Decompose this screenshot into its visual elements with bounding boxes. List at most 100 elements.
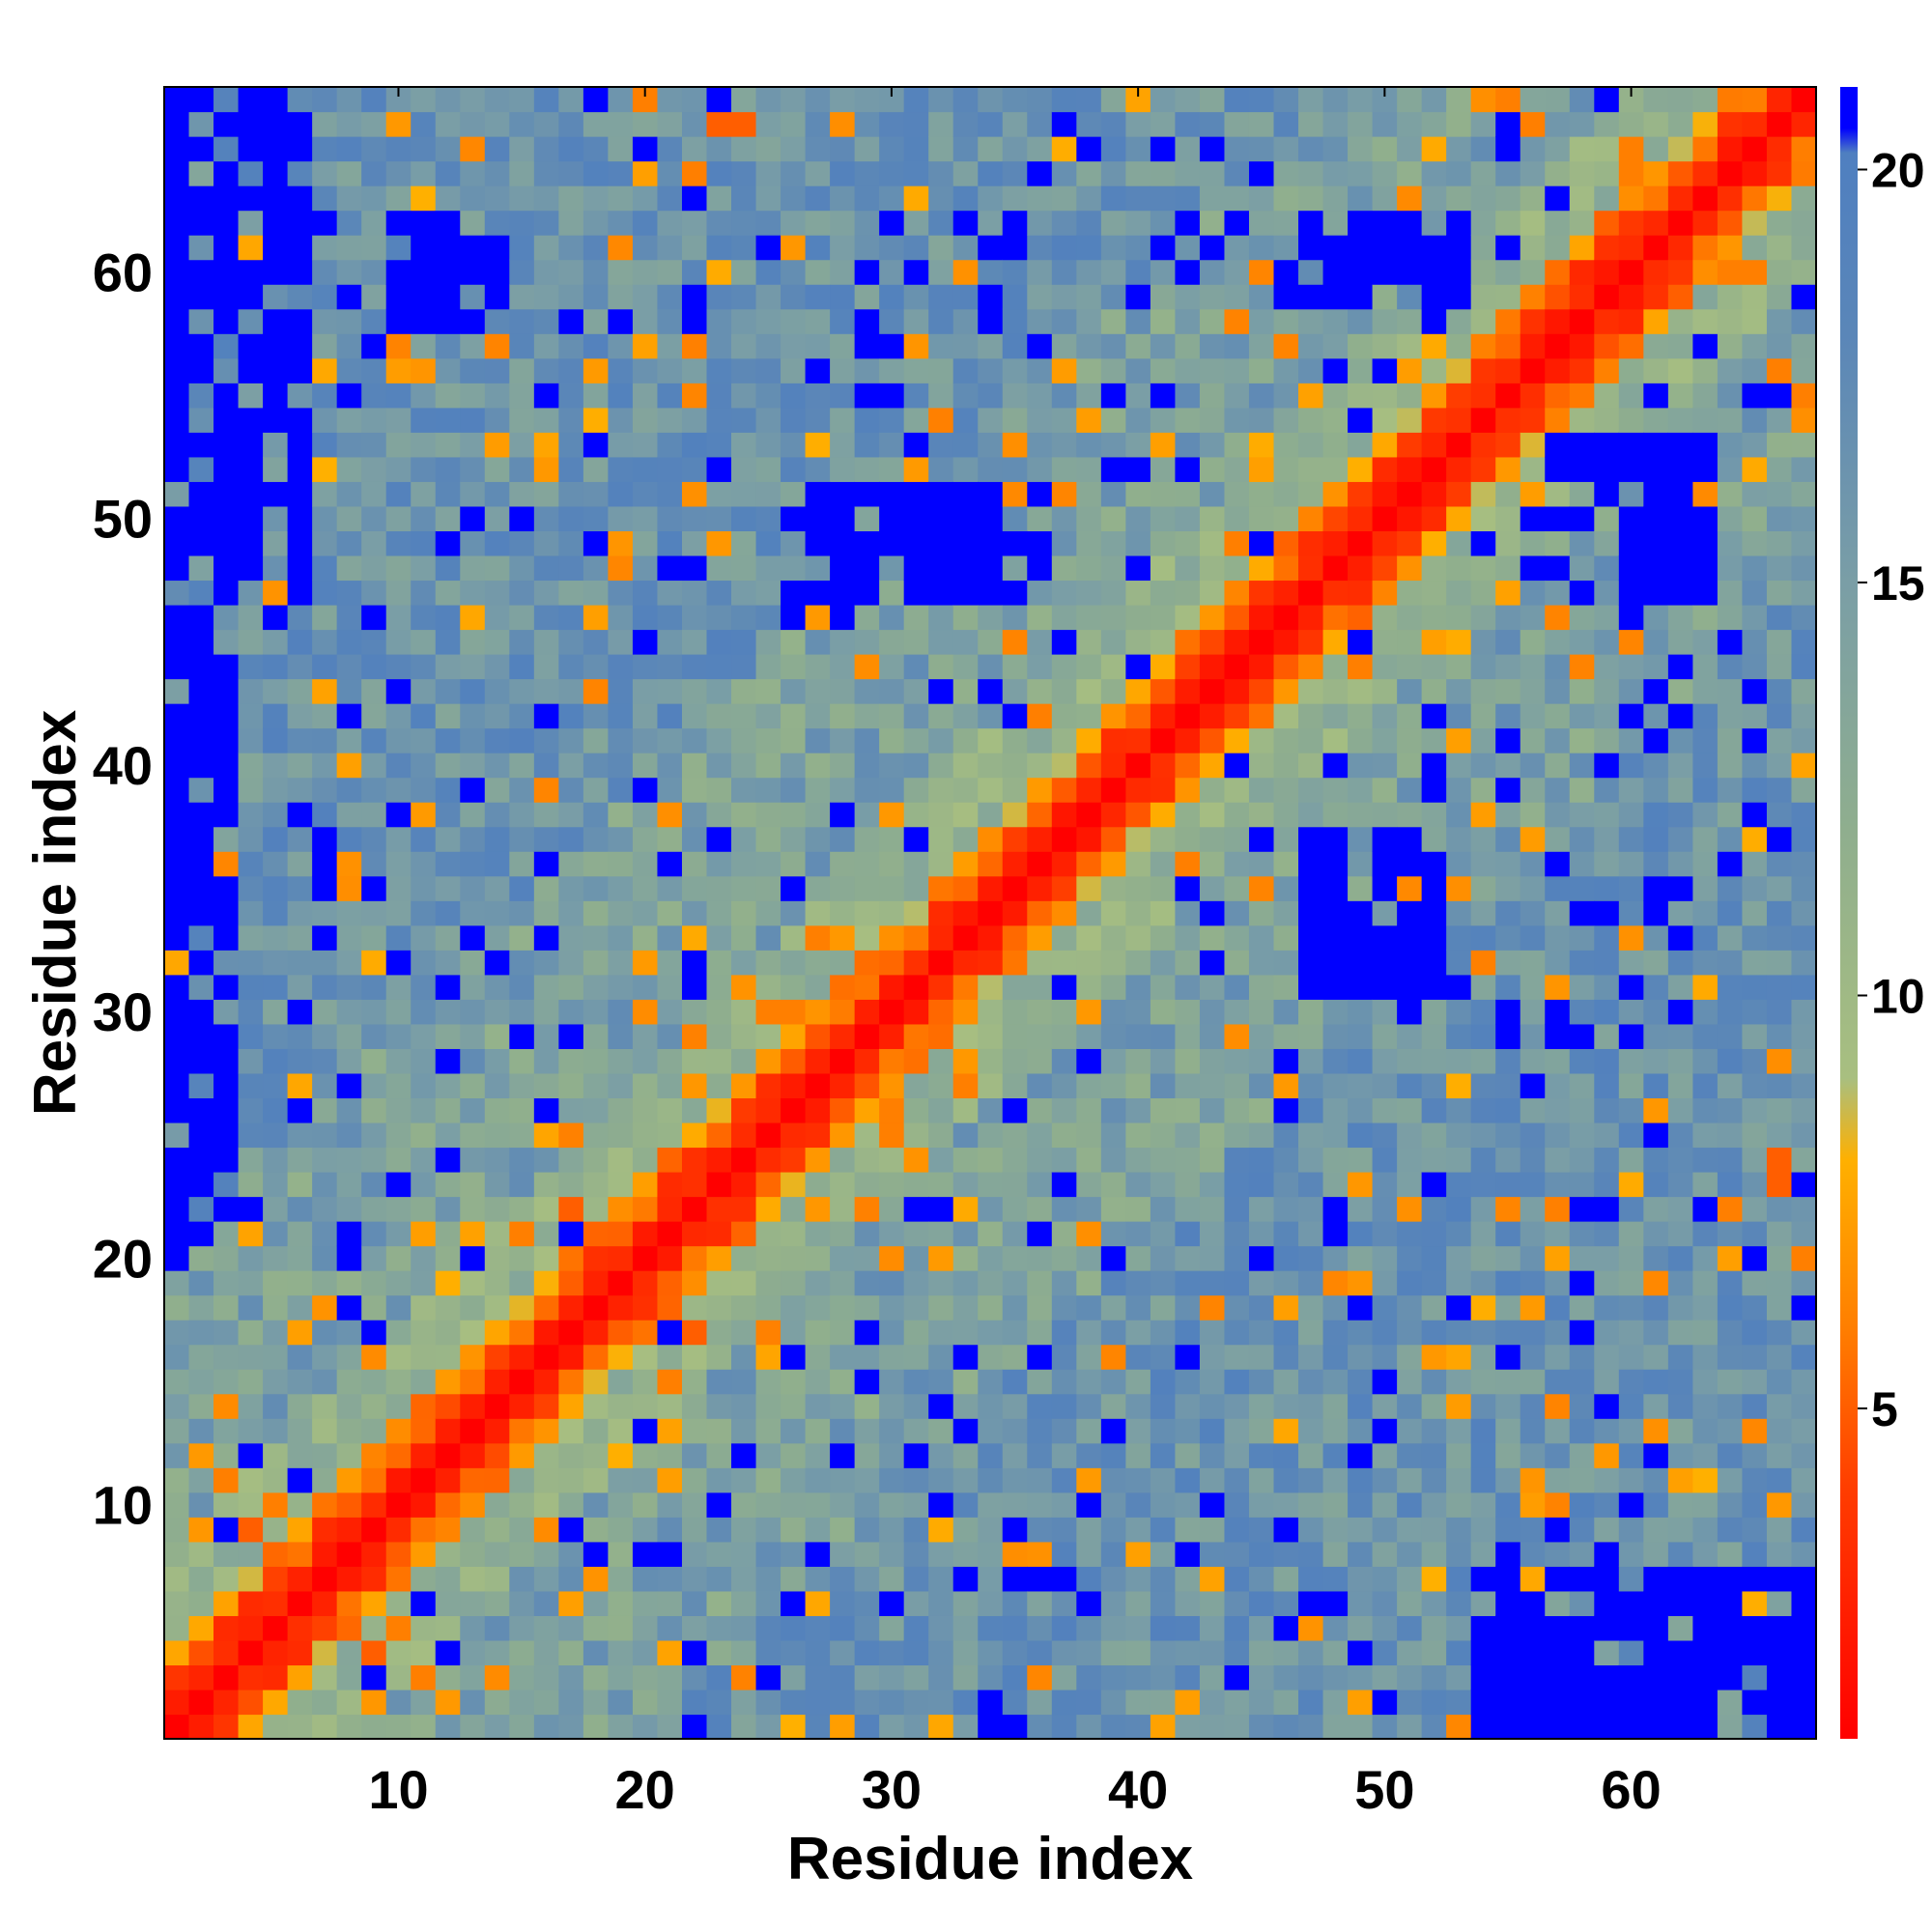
heatmap-cell [805, 530, 831, 556]
heatmap-cell [903, 357, 929, 384]
heatmap-cell [928, 185, 954, 212]
heatmap-cell [1569, 136, 1595, 162]
heatmap-cell [1545, 1714, 1571, 1740]
heatmap-cell [1372, 383, 1398, 409]
heatmap-cell [1470, 999, 1496, 1025]
heatmap-cell [385, 580, 412, 606]
heatmap-cell [632, 210, 659, 236]
heatmap-cell [1667, 580, 1693, 606]
heatmap-cell [1150, 235, 1177, 261]
heatmap-cell [1051, 1221, 1077, 1247]
heatmap-cell [1027, 235, 1053, 261]
heatmap-cell [805, 629, 831, 655]
heatmap-cell [1742, 1221, 1768, 1247]
heatmap-cell [385, 1147, 412, 1173]
heatmap-cell [582, 1442, 609, 1468]
heatmap-cell [1027, 1072, 1053, 1099]
heatmap-cell [1545, 1541, 1571, 1567]
heatmap-cell [1470, 1664, 1496, 1690]
heatmap-cell [755, 1196, 781, 1222]
heatmap-cell [1051, 284, 1077, 310]
heatmap-cell [681, 235, 708, 261]
heatmap-cell [657, 505, 683, 531]
heatmap-cell [1446, 1418, 1472, 1444]
heatmap-cell [1027, 160, 1053, 186]
heatmap-cell [460, 851, 486, 877]
heatmap-cell [1199, 1270, 1226, 1296]
heatmap-cell [1273, 1294, 1299, 1321]
heatmap-cell [1470, 753, 1496, 779]
heatmap-cell [1076, 383, 1102, 409]
heatmap-cell [1717, 1393, 1744, 1419]
heatmap-cell [361, 1294, 387, 1321]
heatmap-cell [263, 1689, 289, 1716]
heatmap-cell [411, 407, 437, 433]
heatmap-cell [361, 1048, 387, 1074]
heatmap-cell [1594, 1689, 1620, 1716]
heatmap-cell [1717, 1171, 1744, 1198]
heatmap-cell [263, 185, 289, 212]
heatmap-cell [1273, 802, 1299, 828]
heatmap-cell [1742, 1590, 1768, 1616]
heatmap-cell [681, 703, 708, 729]
heatmap-cell [1199, 160, 1226, 186]
heatmap-cell [879, 1541, 905, 1567]
heatmap-cell [1273, 259, 1299, 285]
heatmap-cell [952, 753, 979, 779]
heatmap-cell [952, 1270, 979, 1296]
heatmap-cell [1791, 1245, 1817, 1271]
heatmap-cell [263, 1590, 289, 1616]
heatmap-cell [781, 1689, 807, 1716]
heatmap-cell [1372, 407, 1398, 433]
heatmap-cell [1791, 1492, 1817, 1518]
heatmap-cell [1199, 826, 1226, 852]
heatmap-cell [657, 1221, 683, 1247]
heatmap-cell [1348, 654, 1374, 680]
heatmap-cell [978, 703, 1004, 729]
heatmap-cell [879, 1048, 905, 1074]
heatmap-cell [238, 432, 264, 458]
x-tick-label: 10 [368, 1759, 428, 1820]
heatmap-cell [903, 703, 929, 729]
heatmap-cell [1322, 875, 1349, 901]
heatmap-cell [781, 456, 807, 482]
heatmap-cell [533, 727, 559, 753]
heatmap-cell [657, 777, 683, 803]
heatmap-cell [312, 1541, 338, 1567]
heatmap-cell [484, 1442, 510, 1468]
heatmap-cell [213, 1122, 240, 1149]
heatmap-cell [558, 1418, 584, 1444]
heatmap-cell [830, 530, 856, 556]
heatmap-cell [1224, 1221, 1250, 1247]
heatmap-cell [558, 185, 584, 212]
heatmap-cell [263, 554, 289, 582]
heatmap-cell [1495, 1590, 1521, 1616]
heatmap-cell [879, 1664, 905, 1690]
heatmap-cell [1027, 1492, 1053, 1518]
heatmap-cell [213, 1147, 240, 1173]
heatmap-cell [1520, 160, 1546, 186]
heatmap-cell [188, 727, 214, 753]
heatmap-cell [312, 851, 338, 877]
heatmap-cell [1742, 554, 1768, 582]
heatmap-cell [755, 1294, 781, 1321]
heatmap-cell [1076, 654, 1102, 680]
heatmap-cell [1248, 875, 1275, 901]
heatmap-cell [805, 727, 831, 753]
heatmap-cell [435, 1492, 461, 1518]
heatmap-cell [706, 802, 732, 828]
heatmap-cell [706, 604, 732, 631]
heatmap-cell [903, 753, 929, 779]
heatmap-cell [608, 629, 634, 655]
heatmap-cell [903, 505, 929, 531]
heatmap-cell [1667, 87, 1693, 113]
heatmap-cell [361, 1541, 387, 1567]
heatmap-cell [1150, 1171, 1177, 1198]
heatmap-cell [312, 1097, 338, 1123]
heatmap-cell [1372, 259, 1398, 285]
heatmap-cell [1125, 1689, 1151, 1716]
heatmap-cell [978, 604, 1004, 631]
heatmap-cell [1766, 1072, 1793, 1099]
heatmap-cell [164, 851, 190, 877]
